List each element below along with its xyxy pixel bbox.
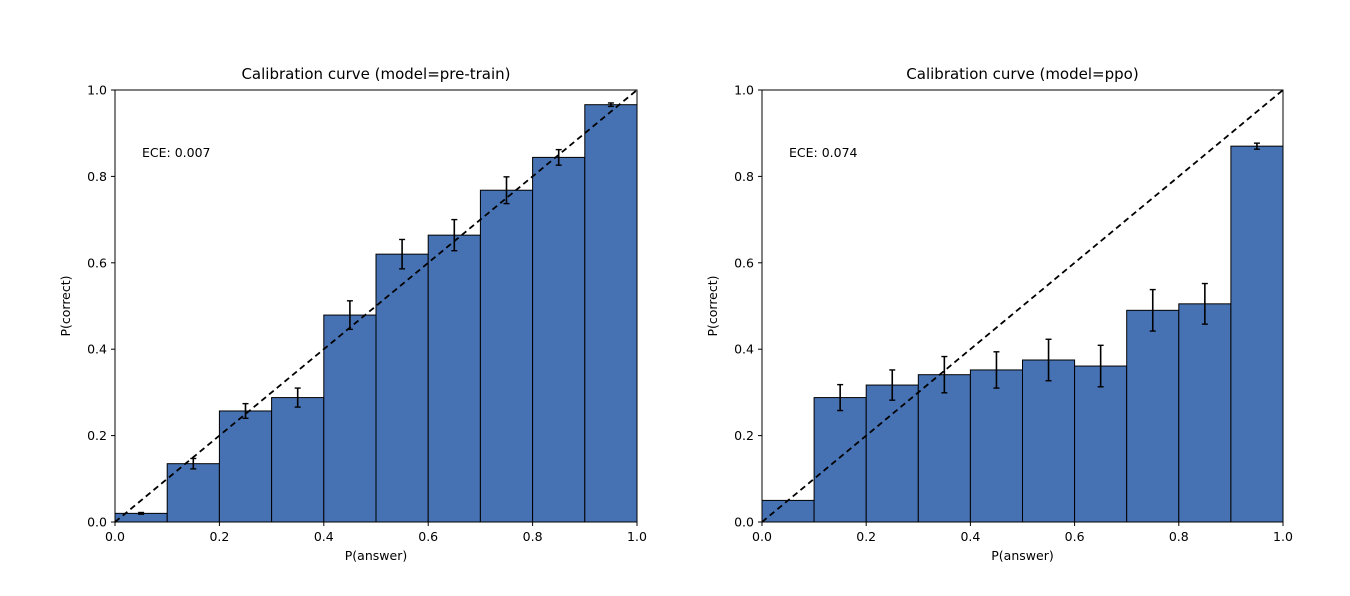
y-tick-label: 0.6 — [87, 255, 107, 270]
y-axis-label: P(correct) — [705, 275, 720, 336]
y-tick-label: 1.0 — [87, 83, 107, 98]
bar-6 — [427, 234, 481, 523]
calibration-panel-ppo: 0.0 0.2 0.4 0.6 0.8 1.0 0.0 0.2 0.4 0.6 0.8 1.0 Cali… — [705, 65, 1293, 563]
error-bar-6 — [1097, 344, 1104, 388]
ece-annotation: ECE: 0.074 — [789, 145, 858, 160]
x-tick-label: 1.0 — [1273, 529, 1293, 544]
perfect-calibration-line — [114, 89, 638, 523]
y-tick-label: 0.0 — [87, 515, 107, 530]
x-tick-label: 1.0 — [627, 529, 647, 544]
y-tick-label: 0.4 — [734, 342, 754, 357]
error-bar-2 — [889, 369, 896, 401]
x-tick-label: 0.8 — [523, 529, 543, 544]
bar-1 — [166, 463, 220, 523]
error-bar-6 — [451, 218, 458, 252]
error-bar-5 — [399, 238, 406, 270]
bar-2 — [865, 384, 919, 523]
axes-frame — [114, 89, 638, 523]
x-axis-label: P(answer) — [991, 548, 1053, 563]
bar-1 — [813, 397, 867, 523]
bar-4 — [969, 369, 1024, 523]
bar-3 — [917, 374, 971, 523]
bar-8 — [1178, 303, 1232, 523]
bar-8 — [532, 156, 586, 523]
chart-title: Calibration curve (model=pre-train) — [241, 65, 510, 83]
error-bar-5 — [1045, 338, 1052, 382]
chart-title: Calibration curve (model=ppo) — [906, 65, 1138, 83]
y-axis-label: P(correct) — [58, 275, 73, 336]
bar-5 — [1022, 359, 1076, 523]
x-tick-label: 0.2 — [209, 529, 229, 544]
error-bar-7 — [503, 176, 510, 205]
error-bar-8 — [555, 148, 562, 166]
y-tick-label: 0.0 — [734, 515, 754, 530]
bar-4 — [323, 314, 377, 523]
y-tick-label: 0.8 — [87, 169, 107, 184]
y-tick-label: 1.0 — [734, 83, 754, 98]
x-tick-label: 0.4 — [960, 529, 980, 544]
y-tick-label: 0.6 — [734, 255, 754, 270]
axes-frame — [761, 89, 1284, 523]
error-bar-0 — [138, 511, 145, 515]
error-bar-8 — [1201, 282, 1208, 325]
ece-annotation: ECE: 0.007 — [142, 145, 211, 160]
error-bar-2 — [242, 402, 249, 420]
x-tick-label: 0.4 — [314, 529, 334, 544]
y-tick-label: 0.2 — [87, 428, 107, 443]
x-axis-label: P(answer) — [345, 548, 407, 563]
bar-5 — [375, 253, 429, 523]
bar-7 — [479, 189, 534, 523]
x-tick-label: 0.2 — [856, 529, 876, 544]
error-bar-4 — [993, 351, 1000, 389]
x-tick-label: 0.0 — [752, 529, 772, 544]
x-tick-label: 0.0 — [105, 529, 125, 544]
error-bar-9 — [1253, 142, 1260, 150]
x-tick-label: 0.6 — [418, 529, 438, 544]
bar-9 — [1230, 145, 1284, 523]
y-tick-label: 0.4 — [87, 342, 107, 357]
bar-3 — [271, 397, 325, 523]
x-tick-label: 0.8 — [1169, 529, 1189, 544]
error-bar-3 — [941, 355, 948, 394]
perfect-calibration-line — [761, 89, 1284, 523]
error-bar-3 — [294, 387, 301, 408]
error-bar-1 — [190, 457, 197, 470]
error-bar-7 — [1149, 288, 1156, 332]
x-tick-label: 0.6 — [1065, 529, 1085, 544]
bar-0 — [761, 499, 815, 523]
bar-2 — [218, 410, 273, 523]
error-bar-1 — [837, 383, 844, 412]
error-bar-9 — [607, 102, 614, 108]
bar-9 — [584, 104, 638, 523]
bar-6 — [1074, 365, 1128, 523]
y-tick-label: 0.8 — [734, 169, 754, 184]
y-tick-label: 0.2 — [734, 428, 754, 443]
calibration-panel-pre-train: 0.0 0.2 0.4 0.6 0.8 1.0 0.0 0.2 0.4 0.6 0.8 1.0 Cali… — [58, 65, 647, 563]
bar-7 — [1126, 309, 1180, 523]
